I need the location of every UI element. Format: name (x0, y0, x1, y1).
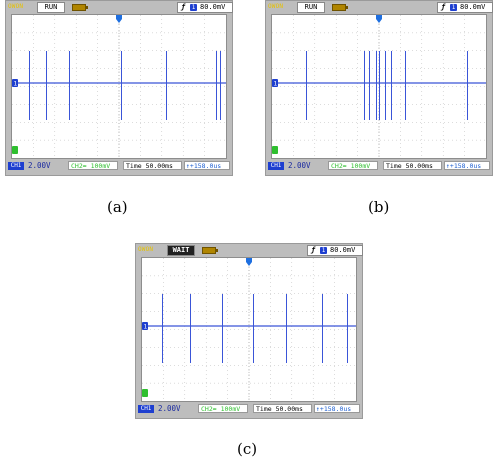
brand-label: OWON (268, 3, 284, 10)
ch2-info[interactable]: CH2≃ 100mV (198, 404, 248, 413)
waveform-plot: 1 (142, 258, 356, 401)
caption-b: (b) (368, 198, 390, 216)
ch2-info[interactable]: CH2≃ 100mV (328, 161, 378, 170)
trigger-channel-badge: 1 (450, 4, 457, 11)
ch2-ground-marker-icon (12, 146, 18, 154)
trigger-position-readout[interactable]: ↑+158.0us (314, 404, 360, 413)
trigger-info[interactable]: ƒ 1 80.0mV (307, 245, 363, 256)
waveform-screen[interactable]: 1 (11, 14, 227, 159)
ch1-ground-marker-label: 1 (144, 324, 148, 331)
ch1-scale: 2.00V (158, 404, 181, 413)
ch1-scale: 2.00V (288, 161, 311, 170)
trigger-level: 80.0mV (330, 246, 356, 254)
trigger-position-readout[interactable]: ↑+158.0us (444, 161, 490, 170)
scope-top-bar: OWON RUN ƒ 1 80.0mV (266, 1, 493, 13)
ch2-scale: 100mV (90, 162, 111, 170)
ch2-ground-marker-icon (272, 146, 278, 154)
oscilloscope-panel-b: OWON RUN ƒ 1 80.0mV 1 CH1 2.00V CH2≃ 100… (265, 0, 493, 176)
battery-icon (332, 4, 348, 11)
scope-top-bar: OWON RUN ƒ 1 80.0mV (6, 1, 233, 13)
waveform-plot: 1 (272, 15, 486, 158)
trigger-level: 80.0mV (460, 3, 486, 11)
brand-label: OWON (8, 3, 24, 10)
scope-bottom-bar: CH1 2.00V CH2≃ 100mV Time 50.00ms ↑+158.… (266, 160, 492, 174)
run-status-badge[interactable]: WAIT (167, 245, 195, 256)
trigger-edge-icon: ƒ (441, 3, 446, 11)
trigger-position-marker-icon (246, 258, 252, 266)
run-status-badge[interactable]: RUN (37, 2, 65, 13)
trigger-channel-badge: 1 (320, 247, 327, 254)
trigger-level: 80.0mV (200, 3, 226, 11)
trigger-info[interactable]: ƒ 1 80.0mV (437, 2, 493, 13)
trigger-position-readout[interactable]: ↑+158.0us (184, 161, 230, 170)
brand-label: OWON (138, 246, 154, 253)
waveform-screen[interactable]: 1 (271, 14, 487, 159)
trigger-position-marker-icon (376, 15, 382, 23)
ch1-ground-marker-icon (272, 79, 278, 87)
ch2-label: CH2≃ (331, 162, 347, 170)
ch1-ground-marker-icon (142, 322, 148, 330)
caption-c: (c) (237, 440, 258, 458)
ch1-badge[interactable]: CH1 (8, 162, 24, 170)
oscilloscope-panel-c: OWON WAIT ƒ 1 80.0mV 1 CH1 2.00V CH2≃ 10… (135, 243, 363, 419)
timebase-readout[interactable]: Time 50.00ms (123, 161, 182, 170)
ch2-label: CH2≃ (201, 405, 217, 413)
ch2-ground-marker-icon (142, 389, 148, 397)
ch2-info[interactable]: CH2≃ 100mV (68, 161, 118, 170)
trigger-channel-badge: 1 (190, 4, 197, 11)
caption-a: (a) (107, 198, 128, 216)
ch1-ground-marker-label: 1 (14, 81, 18, 88)
ch1-ground-marker-icon (12, 79, 18, 87)
waveform-plot: 1 (12, 15, 226, 158)
ch2-scale: 100mV (350, 162, 371, 170)
battery-icon (72, 4, 88, 11)
ch1-badge[interactable]: CH1 (268, 162, 284, 170)
ch2-label: CH2≃ (71, 162, 87, 170)
battery-icon (202, 247, 218, 254)
trigger-edge-icon: ƒ (311, 246, 316, 254)
timebase-readout[interactable]: Time 50.00ms (253, 404, 312, 413)
trigger-edge-icon: ƒ (181, 3, 186, 11)
trigger-info[interactable]: ƒ 1 80.0mV (177, 2, 233, 13)
ch1-badge[interactable]: CH1 (138, 405, 154, 413)
oscilloscope-panel-a: OWON RUN ƒ 1 80.0mV 1 CH1 2.00V CH2≃ 100… (5, 0, 233, 176)
scope-top-bar: OWON WAIT ƒ 1 80.0mV (136, 244, 363, 256)
ch2-scale: 100mV (220, 405, 241, 413)
scope-bottom-bar: CH1 2.00V CH2≃ 100mV Time 50.00ms ↑+158.… (6, 160, 232, 174)
run-status-badge[interactable]: RUN (297, 2, 325, 13)
ch1-ground-marker-label: 1 (274, 81, 278, 88)
waveform-screen[interactable]: 1 (141, 257, 357, 402)
trigger-position-marker-icon (116, 15, 122, 23)
scope-bottom-bar: CH1 2.00V CH2≃ 100mV Time 50.00ms ↑+158.… (136, 403, 362, 417)
timebase-readout[interactable]: Time 50.00ms (383, 161, 442, 170)
ch1-scale: 2.00V (28, 161, 51, 170)
